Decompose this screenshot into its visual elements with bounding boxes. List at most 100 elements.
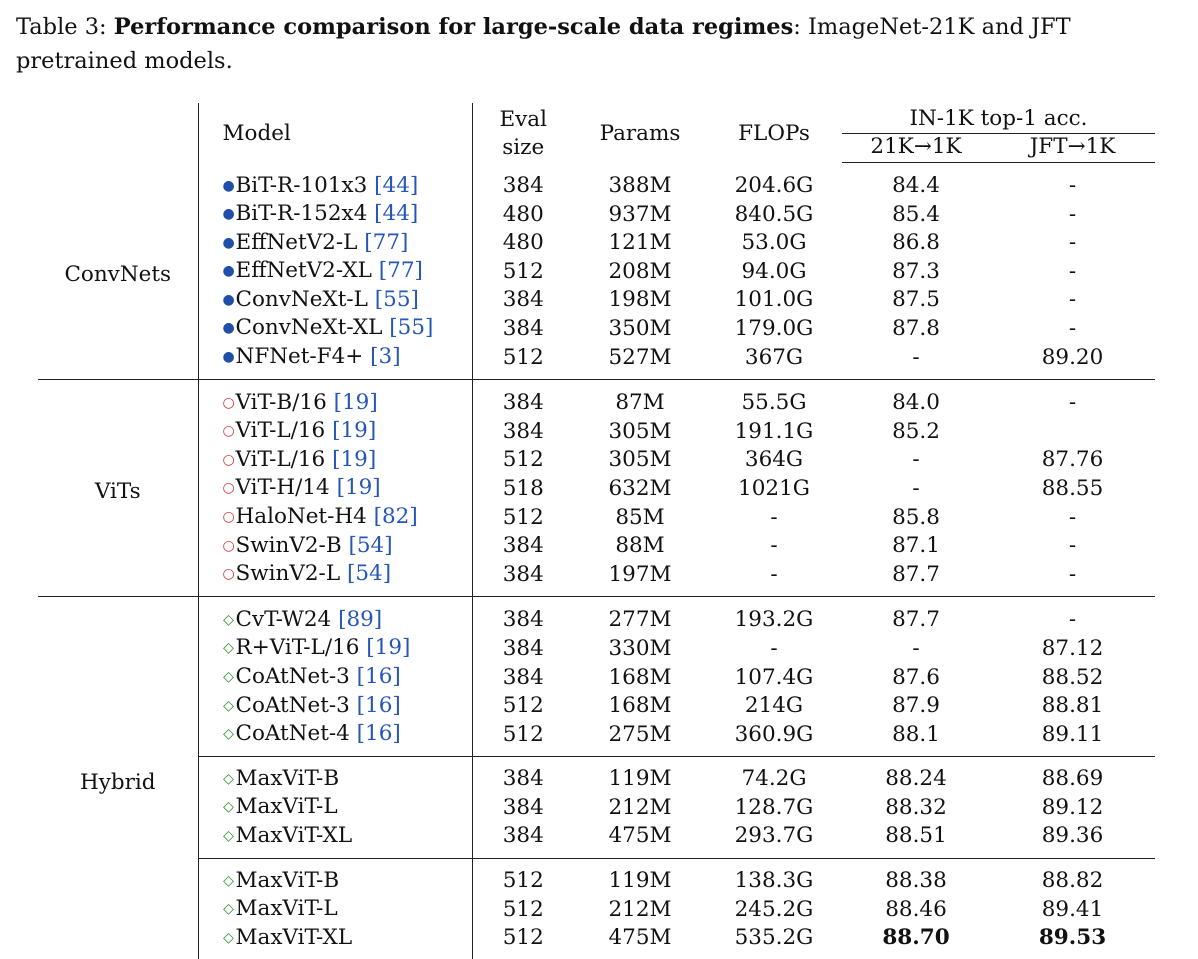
params-cell: 87M bbox=[574, 379, 706, 417]
citation-link[interactable]: [89] bbox=[338, 607, 382, 632]
params-cell: 119M bbox=[574, 858, 706, 895]
eval-size-cell: 384 bbox=[472, 532, 574, 561]
acc-jft-cell: - bbox=[990, 560, 1155, 596]
eval-size-header: Eval size bbox=[472, 103, 574, 163]
hollow-diamond-icon: ◇ bbox=[223, 664, 235, 692]
hollow-circle-icon: ○ bbox=[223, 533, 235, 561]
citation-link[interactable]: [16] bbox=[357, 693, 401, 718]
hollow-circle-icon: ○ bbox=[223, 504, 235, 532]
flops-cell: - bbox=[706, 503, 842, 532]
acc-jft-cell: - bbox=[990, 163, 1155, 201]
results-table: Model Eval size Params FLOPs IN-1K top-1… bbox=[38, 103, 1155, 959]
params-cell: 208M bbox=[574, 257, 706, 286]
filled-circle-icon: ● bbox=[223, 258, 235, 286]
citation-link[interactable]: [54] bbox=[348, 533, 392, 558]
flops-cell: 535.2G bbox=[706, 924, 842, 959]
hollow-circle-icon: ○ bbox=[223, 447, 235, 475]
acc-21k-cell: 87.9 bbox=[842, 692, 990, 721]
model-header: Model bbox=[198, 103, 472, 163]
citation-link[interactable]: [19] bbox=[334, 390, 378, 415]
citation-link[interactable]: [3] bbox=[370, 344, 400, 369]
citation-link[interactable]: [19] bbox=[332, 447, 376, 472]
acc-jft-cell: 89.41 bbox=[990, 895, 1155, 924]
model-cell: ○ViT-B/16 [19] bbox=[198, 379, 472, 417]
acc-21k-cell: - bbox=[842, 343, 990, 379]
citation-link[interactable]: [77] bbox=[364, 230, 408, 255]
params-cell: 350M bbox=[574, 314, 706, 343]
flops-cell: 204.6G bbox=[706, 163, 842, 201]
eval-size-cell: 480 bbox=[472, 200, 574, 229]
group-label: ViTs bbox=[38, 379, 198, 596]
model-name: BiT-R-152x4 bbox=[236, 201, 368, 226]
model-cell: ●NFNet-F4+ [3] bbox=[198, 343, 472, 379]
model-name: CoAtNet-3 bbox=[236, 693, 350, 718]
acc-21k-cell: 85.4 bbox=[842, 200, 990, 229]
model-cell: ◇MaxViT-L bbox=[198, 793, 472, 822]
hollow-diamond-icon: ◇ bbox=[223, 607, 235, 635]
model-cell: ●EffNetV2-XL [77] bbox=[198, 257, 472, 286]
params-cell: 305M bbox=[574, 417, 706, 446]
model-cell: ●ConvNeXt-L [55] bbox=[198, 286, 472, 315]
caption-title: Performance comparison for large-scale d… bbox=[114, 14, 793, 40]
citation-link[interactable]: [19] bbox=[337, 475, 381, 500]
eval-size-cell: 384 bbox=[472, 417, 574, 446]
acc-jft-header: JFT→1K bbox=[990, 134, 1155, 163]
citation-link[interactable]: [19] bbox=[332, 418, 376, 443]
model-cell: ○ViT-L/16 [19] bbox=[198, 417, 472, 446]
citation-link[interactable]: [16] bbox=[357, 664, 401, 689]
flops-cell: 193.2G bbox=[706, 596, 842, 634]
citation-link[interactable]: [55] bbox=[389, 315, 433, 340]
model-name: ViT-L/16 bbox=[236, 418, 326, 443]
acc-21k-cell: 88.24 bbox=[842, 756, 990, 793]
model-cell: ◇MaxViT-L bbox=[198, 895, 472, 924]
citation-link[interactable]: [44] bbox=[374, 201, 418, 226]
model-cell: ◇CoAtNet-3 [16] bbox=[198, 692, 472, 721]
acc-21k-cell: 85.8 bbox=[842, 503, 990, 532]
citation-link[interactable]: [54] bbox=[347, 561, 391, 586]
citation-link[interactable]: [82] bbox=[374, 504, 418, 529]
citation-link[interactable]: [19] bbox=[366, 635, 410, 660]
citation-link[interactable]: [44] bbox=[374, 173, 418, 198]
params-cell: 168M bbox=[574, 663, 706, 692]
acc-jft-cell: 89.20 bbox=[990, 343, 1155, 379]
params-cell: 305M bbox=[574, 446, 706, 475]
acc-21k-cell: 87.5 bbox=[842, 286, 990, 315]
params-header: Params bbox=[574, 103, 706, 163]
model-cell: ◇MaxViT-B bbox=[198, 756, 472, 793]
model-name: CvT-W24 bbox=[236, 607, 332, 632]
acc-21k-cell: - bbox=[842, 634, 990, 663]
acc-jft-cell: - bbox=[990, 257, 1155, 286]
model-cell: ◇MaxViT-B bbox=[198, 858, 472, 895]
hollow-diamond-icon: ◇ bbox=[223, 635, 235, 663]
model-name: ConvNeXt-L bbox=[236, 287, 368, 312]
citation-link[interactable]: [77] bbox=[379, 258, 423, 283]
params-cell: 121M bbox=[574, 229, 706, 258]
citation-link[interactable]: [16] bbox=[357, 721, 401, 746]
params-cell: 212M bbox=[574, 895, 706, 924]
acc-jft-cell: - bbox=[990, 596, 1155, 634]
citation-link[interactable]: [55] bbox=[375, 287, 419, 312]
flops-cell: 367G bbox=[706, 343, 842, 379]
filled-circle-icon: ● bbox=[223, 230, 235, 258]
flops-cell: 53.0G bbox=[706, 229, 842, 258]
acc-21k-cell: 88.38 bbox=[842, 858, 990, 895]
model-name: MaxViT-L bbox=[236, 896, 338, 921]
flops-cell: 138.3G bbox=[706, 858, 842, 895]
model-cell: ◇CoAtNet-3 [16] bbox=[198, 663, 472, 692]
accuracy-header: IN-1K top-1 acc. bbox=[842, 103, 1155, 134]
acc-jft-cell: 89.12 bbox=[990, 793, 1155, 822]
model-name: ConvNeXt-XL bbox=[236, 315, 383, 340]
model-cell: ○HaloNet-H4 [82] bbox=[198, 503, 472, 532]
model-cell: ●BiT-R-152x4 [44] bbox=[198, 200, 472, 229]
filled-circle-icon: ● bbox=[223, 173, 235, 201]
eval-size-cell: 384 bbox=[472, 314, 574, 343]
acc-21k-cell: 87.6 bbox=[842, 663, 990, 692]
